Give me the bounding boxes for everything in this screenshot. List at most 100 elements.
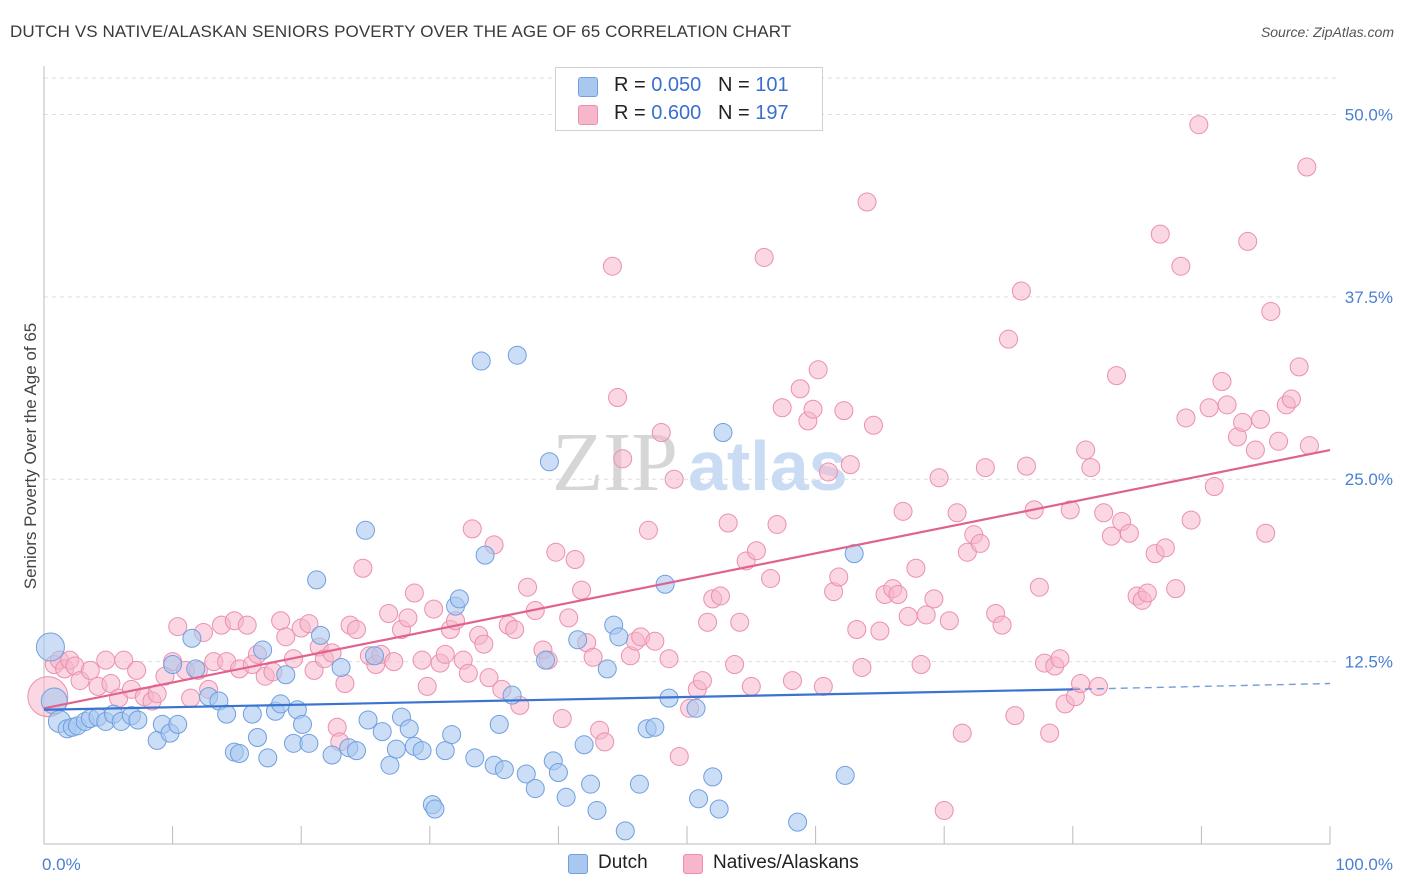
y-tick-label: 50.0% bbox=[1345, 105, 1393, 124]
native-point bbox=[725, 655, 745, 675]
dutch-point bbox=[556, 787, 576, 807]
native-point bbox=[299, 614, 319, 634]
native-point bbox=[952, 723, 972, 743]
native-point bbox=[906, 558, 926, 578]
native-point bbox=[888, 585, 908, 605]
native-point bbox=[1204, 477, 1224, 497]
native-point bbox=[772, 398, 792, 418]
native-trend-line bbox=[43, 448, 1331, 710]
dutch-point bbox=[574, 735, 594, 755]
native-point bbox=[613, 449, 633, 469]
dutch-point bbox=[372, 722, 392, 742]
dutch-point bbox=[358, 710, 378, 730]
natives-legend-swatch bbox=[683, 854, 703, 874]
native-point bbox=[346, 620, 366, 640]
dutch-point bbox=[703, 767, 723, 787]
correlation-legend: R = 0.050 N = 101 R = 0.600 N = 197 bbox=[555, 67, 823, 131]
natives-legend-label: Natives/Alaskans bbox=[713, 852, 859, 873]
native-point bbox=[1289, 357, 1309, 377]
native-point bbox=[1269, 431, 1289, 451]
dutch-point bbox=[442, 725, 462, 745]
native-point bbox=[1261, 301, 1281, 321]
native-point bbox=[857, 192, 877, 212]
native-point bbox=[1238, 231, 1258, 251]
dutch-point bbox=[425, 799, 445, 819]
native-point bbox=[1166, 579, 1186, 599]
native-point bbox=[669, 746, 689, 766]
axes bbox=[43, 66, 1331, 845]
native-point bbox=[237, 615, 257, 635]
native-point bbox=[898, 606, 918, 626]
native-point bbox=[870, 621, 890, 641]
dutch-point bbox=[186, 659, 206, 679]
y-tick-label: 37.5% bbox=[1345, 288, 1393, 307]
y-tick-label: 12.5% bbox=[1345, 653, 1393, 672]
native-point bbox=[1176, 408, 1196, 428]
native-point bbox=[1181, 510, 1201, 530]
native-point bbox=[1199, 398, 1219, 418]
native-point bbox=[505, 620, 525, 640]
native-point bbox=[852, 657, 872, 677]
native-point bbox=[552, 709, 572, 729]
native-point bbox=[168, 617, 188, 637]
dutch-point bbox=[365, 646, 385, 666]
natives-r-value: 0.600 bbox=[651, 102, 702, 124]
native-point bbox=[893, 501, 913, 521]
watermark-atlas: atlas bbox=[688, 427, 848, 505]
native-point bbox=[659, 649, 679, 669]
native-point bbox=[1245, 440, 1265, 460]
native-point bbox=[692, 671, 712, 691]
chart-title: DUTCH VS NATIVE/ALASKAN SENIORS POVERTY … bbox=[10, 22, 792, 41]
dutch-point bbox=[229, 744, 249, 764]
dutch-point bbox=[516, 764, 536, 784]
native-point bbox=[818, 462, 838, 482]
dutch-point bbox=[331, 657, 351, 677]
native-point bbox=[384, 652, 404, 672]
dutch-point bbox=[299, 733, 319, 753]
dutch-point bbox=[449, 589, 469, 609]
native-point bbox=[664, 469, 684, 489]
native-points bbox=[27, 115, 1319, 820]
dutch-point bbox=[168, 714, 188, 734]
dutch-point bbox=[276, 665, 296, 685]
native-point bbox=[1011, 281, 1031, 301]
dutch-point bbox=[386, 739, 406, 759]
dutch-point bbox=[489, 714, 509, 734]
dutch-point bbox=[788, 812, 808, 832]
native-point bbox=[1256, 523, 1276, 543]
x-tick-label: 0.0% bbox=[42, 855, 81, 874]
x-tick-label: 100.0% bbox=[1335, 855, 1393, 874]
native-point bbox=[546, 542, 566, 562]
native-point bbox=[1017, 456, 1037, 476]
dutch-point bbox=[568, 630, 588, 650]
native-point bbox=[975, 458, 995, 478]
native-point bbox=[1107, 366, 1127, 386]
natives-n-value: 197 bbox=[755, 102, 789, 124]
native-point bbox=[565, 549, 585, 569]
dutch-point bbox=[475, 545, 495, 565]
dutch-legend-swatch bbox=[568, 854, 588, 874]
native-point bbox=[412, 650, 432, 670]
native-point bbox=[1089, 676, 1109, 696]
native-point bbox=[1251, 409, 1271, 429]
native-point bbox=[474, 634, 494, 654]
native-point bbox=[847, 620, 867, 640]
native-point bbox=[479, 668, 499, 688]
native-point bbox=[939, 611, 959, 631]
dutch-legend-label: Dutch bbox=[598, 852, 648, 873]
native-point bbox=[96, 650, 116, 670]
native-point bbox=[929, 468, 949, 488]
gridlines bbox=[44, 77, 1336, 663]
native-point bbox=[1076, 440, 1096, 460]
dutch-point bbox=[163, 655, 183, 675]
native-point bbox=[335, 674, 355, 694]
native-point bbox=[741, 676, 761, 696]
dutch-point bbox=[465, 748, 485, 768]
dutch-point bbox=[310, 625, 330, 645]
dutch-point bbox=[686, 698, 706, 718]
dutch-trend-extension bbox=[1072, 682, 1331, 691]
native-point bbox=[1297, 157, 1317, 177]
native-point bbox=[645, 631, 665, 651]
native-point bbox=[911, 655, 931, 675]
